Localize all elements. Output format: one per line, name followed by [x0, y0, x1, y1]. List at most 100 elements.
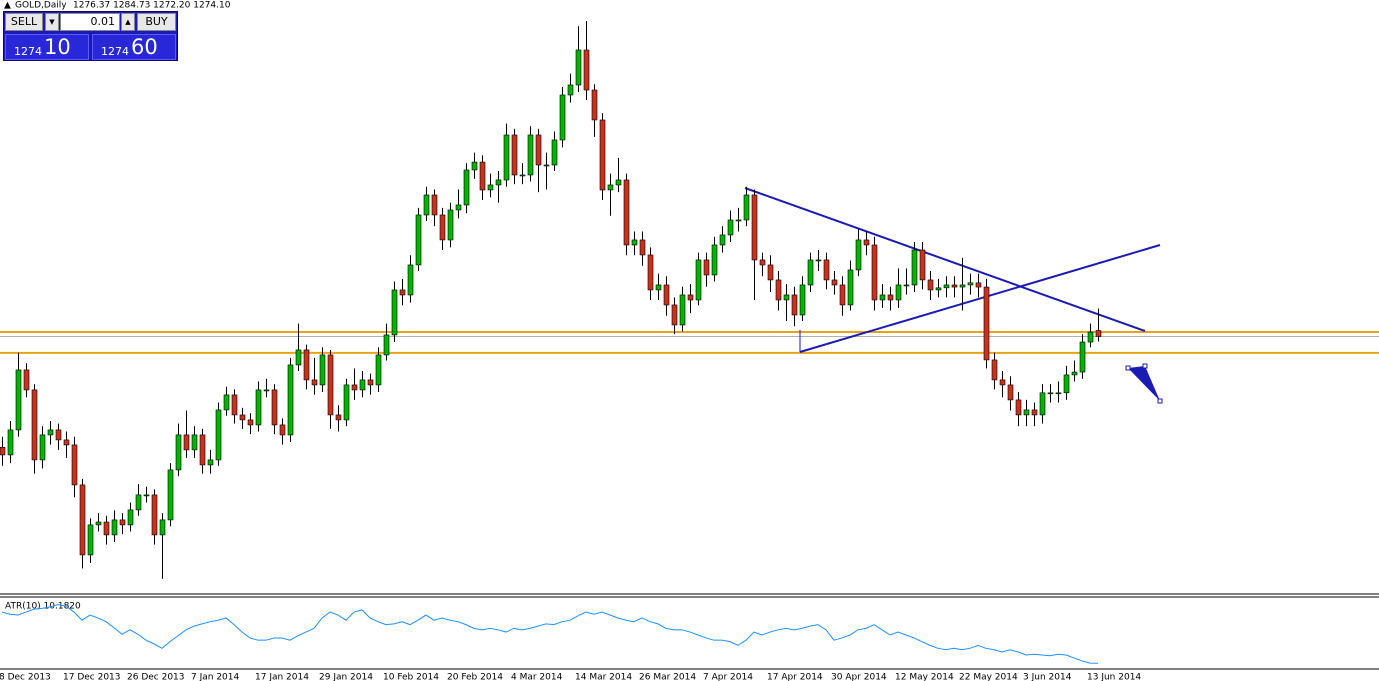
candle-body — [215, 409, 222, 461]
candle-body — [959, 284, 966, 288]
candle-body — [519, 174, 526, 177]
lot-input[interactable]: 0.01 — [60, 13, 120, 31]
candle-body — [367, 379, 374, 386]
candle-body — [743, 194, 750, 221]
candle-body — [639, 239, 646, 256]
candle-body — [375, 354, 382, 386]
candle-body — [615, 179, 622, 186]
candle-body — [567, 84, 574, 96]
candle-body — [495, 179, 502, 186]
candle-body — [823, 259, 830, 281]
candle-body — [319, 354, 326, 386]
candle-body — [487, 184, 494, 191]
buy-button[interactable]: BUY — [137, 13, 176, 31]
candle-body — [55, 429, 62, 441]
x-tick-label: 17 Apr 2014 — [767, 673, 823, 681]
candle-body — [463, 169, 470, 206]
trendline[interactable] — [744, 187, 1146, 332]
x-tick-label: 30 Apr 2014 — [831, 673, 887, 681]
candle-body — [831, 279, 838, 286]
buy-price[interactable]: 1274 60 — [92, 34, 176, 60]
x-tick-label: 17 Dec 2013 — [63, 673, 121, 681]
candle-body — [0, 446, 6, 456]
candle-body — [855, 239, 862, 271]
candle-body — [63, 439, 70, 446]
candle-body — [631, 239, 638, 246]
candle-body — [1055, 392, 1062, 395]
candle-body — [407, 264, 414, 296]
candle-body — [815, 259, 822, 262]
candle-body — [7, 429, 14, 456]
candle-body — [311, 379, 318, 386]
candle-body — [239, 414, 246, 421]
candle-body — [127, 509, 134, 526]
candle-body — [999, 379, 1006, 386]
x-tick-label: 4 Mar 2014 — [511, 673, 563, 681]
candle-body — [967, 282, 974, 286]
candle-body — [559, 94, 566, 141]
candle-body — [447, 209, 454, 241]
candle-body — [303, 349, 310, 381]
candle-body — [919, 249, 926, 281]
candle-body — [1047, 392, 1054, 395]
candle-body — [255, 389, 262, 426]
candle-body — [15, 369, 22, 431]
candle-body — [471, 161, 478, 171]
x-tick-label: 8 Dec 2013 — [0, 673, 51, 681]
symbol-arrow: ▲ — [4, 1, 11, 11]
one-click-trading-panel: SELL ▼ 0.01 ▲ BUY 1274 10 1274 60 — [3, 11, 178, 61]
x-tick-label: 13 Jun 2014 — [1087, 673, 1141, 681]
indicator-title: ATR(10) 10.1820 — [5, 602, 81, 612]
candle-body — [703, 259, 710, 276]
candle-body — [455, 204, 462, 211]
lot-up[interactable]: ▲ — [121, 13, 135, 31]
x-tick-label: 10 Feb 2014 — [383, 673, 439, 681]
lot-down[interactable]: ▼ — [45, 13, 59, 31]
candle-body — [911, 249, 918, 286]
candle-body — [103, 521, 110, 536]
anchor-point[interactable] — [1125, 365, 1131, 371]
candle-body — [575, 49, 582, 86]
candle-body — [119, 519, 126, 526]
candle-body — [719, 234, 726, 246]
candle-body — [943, 284, 950, 289]
candle-body — [791, 294, 798, 316]
x-tick-label: 26 Mar 2014 — [639, 673, 696, 681]
candle-body — [151, 494, 158, 536]
sell-price[interactable]: 1274 10 — [5, 34, 89, 60]
candle-body — [71, 444, 78, 486]
candle-body — [951, 284, 958, 288]
anchor-point[interactable] — [1142, 363, 1148, 369]
candle-body — [983, 286, 990, 361]
anchor-point[interactable] — [1157, 398, 1163, 404]
x-tick-label: 17 Jan 2014 — [255, 673, 309, 681]
candle-body — [111, 519, 118, 536]
candle-body — [663, 284, 670, 306]
x-tick-label: 14 Mar 2014 — [575, 673, 632, 681]
candle-body — [695, 259, 702, 301]
candle-body — [359, 379, 366, 391]
candle-body — [39, 434, 46, 461]
trendline[interactable] — [799, 244, 1161, 353]
candle-body — [1023, 409, 1030, 416]
x-tick-label: 22 May 2014 — [959, 673, 1018, 681]
candle-body — [735, 219, 742, 222]
candle-body — [247, 419, 254, 426]
candle-body — [751, 194, 758, 261]
x-tick-label: 29 Jan 2014 — [319, 673, 373, 681]
triangle-object[interactable] — [1128, 366, 1160, 401]
candle-body — [607, 184, 614, 191]
candle-body — [175, 434, 182, 471]
candle-body — [807, 259, 814, 286]
candle-body — [687, 294, 694, 301]
chart-title: GOLD,Daily — [15, 1, 67, 11]
candle-body — [439, 214, 446, 241]
candle-body — [503, 134, 510, 181]
candle-body — [423, 194, 430, 216]
candle-body — [1063, 374, 1070, 394]
sell-button[interactable]: SELL — [5, 13, 43, 31]
candle-body — [271, 389, 278, 426]
candle-body — [327, 354, 334, 416]
